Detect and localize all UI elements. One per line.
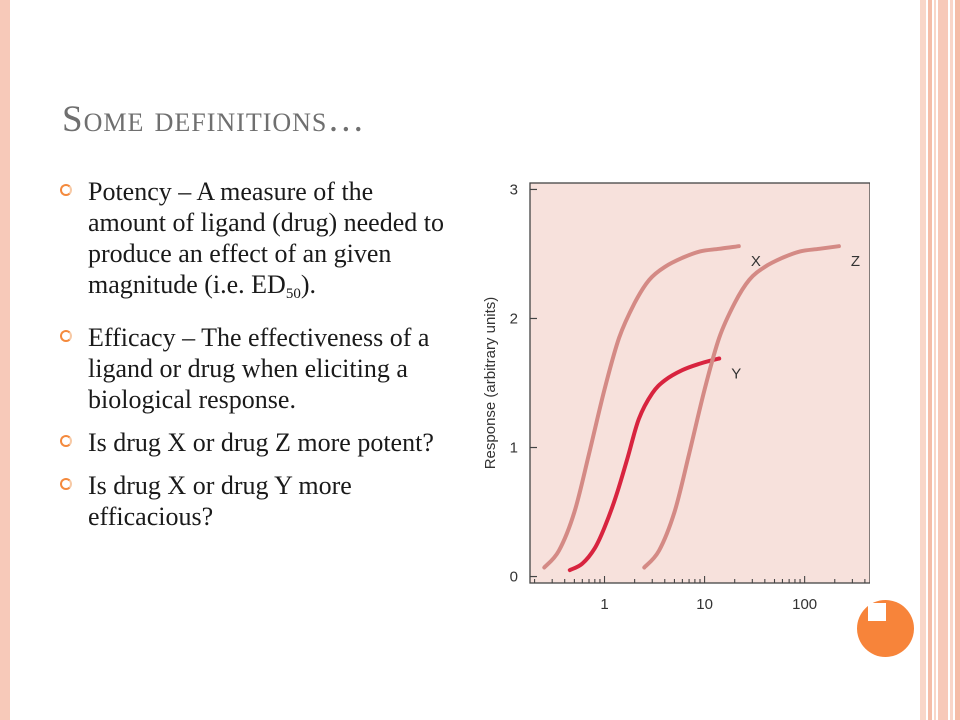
left-frame-bar xyxy=(0,0,10,720)
bullet-list: Potency – A measure of the amount of lig… xyxy=(60,176,452,544)
bullet-marker-icon xyxy=(60,478,72,490)
y-tick-label: 2 xyxy=(510,310,518,327)
stripe xyxy=(934,0,936,720)
stripe xyxy=(938,0,948,720)
x-tick-label: 10 xyxy=(696,596,713,613)
y-tick-label: 1 xyxy=(510,440,518,457)
bullet-text: Potency – A measure of the amount of lig… xyxy=(88,177,444,302)
bullet-item-question-potency: Is drug X or drug Z more potent? xyxy=(60,427,452,458)
decorative-circle-notch xyxy=(868,603,886,621)
stripe xyxy=(920,0,926,720)
series-line-z xyxy=(642,244,841,570)
y-tick-label: 3 xyxy=(510,181,518,198)
x-tick-label: 1 xyxy=(600,596,608,613)
bullet-text: Is drug X or drug Z more potent? xyxy=(88,428,434,457)
bullet-item-potency: Potency – A measure of the amount of lig… xyxy=(60,176,452,310)
series-label-x: X xyxy=(751,253,761,270)
series-line-x xyxy=(542,244,741,570)
bullet-item-efficacy: Efficacy – The effectiveness of a ligand… xyxy=(60,322,452,415)
bullet-item-question-efficacy: Is drug X or drug Y more efficacious? xyxy=(60,470,452,532)
bullet-marker-icon xyxy=(60,330,72,342)
y-axis-label: Response (arbitrary units) xyxy=(482,297,499,470)
slide-title: Some definitions… xyxy=(62,99,366,140)
dose-response-chart: 0123110100Dose (log scale)Response (arbi… xyxy=(482,181,870,613)
plot-area xyxy=(529,182,870,584)
subscript: 50 xyxy=(285,286,301,302)
y-tick-label: 0 xyxy=(510,569,518,586)
series-label-y: Y xyxy=(731,365,741,382)
stripe xyxy=(928,0,932,720)
stripe xyxy=(950,0,953,720)
bullet-text: Is drug X or drug Y more efficacious? xyxy=(88,471,352,531)
series-line-y xyxy=(567,356,722,573)
right-decorative-stripes xyxy=(920,0,960,720)
x-tick-label: 100 xyxy=(792,596,817,613)
bullet-marker-icon xyxy=(60,184,72,196)
stripe xyxy=(955,0,960,720)
series-label-z: Z xyxy=(851,253,860,270)
bullet-marker-icon xyxy=(60,435,72,447)
bullet-text: Efficacy – The effectiveness of a ligand… xyxy=(88,323,430,414)
